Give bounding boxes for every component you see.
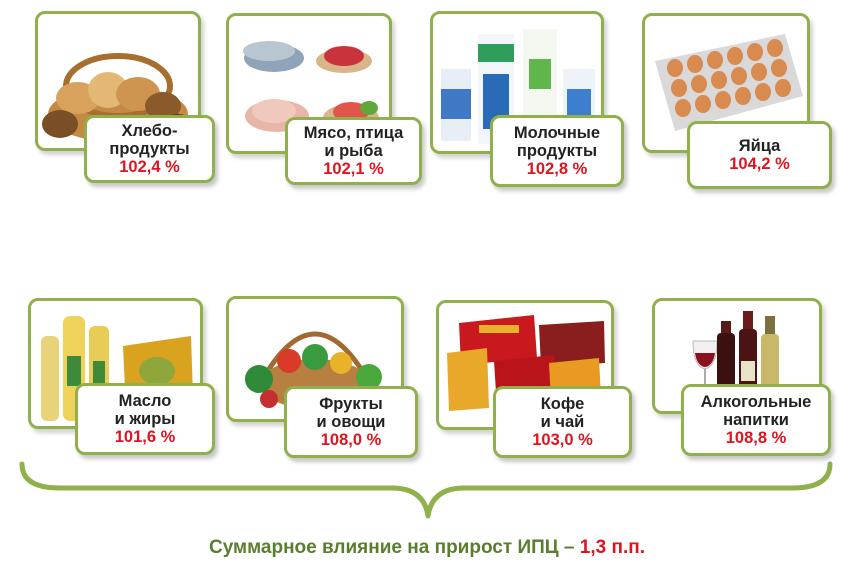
bread-photo bbox=[35, 11, 201, 151]
summary-line: Суммарное влияние на прирост ИПЦ – 1,3 п… bbox=[0, 537, 854, 559]
category-value: 108,0 % bbox=[320, 430, 382, 449]
category-value: 108,8 % bbox=[725, 428, 787, 447]
category-name: Фрукты и овощи bbox=[316, 394, 386, 431]
category-value: 101,6 % bbox=[114, 427, 176, 446]
category-label: Молочные продукты 102,8 % bbox=[490, 115, 624, 187]
summary-value: 1,3 п.п. bbox=[579, 537, 645, 558]
category-label: Масло и жиры 101,6 % bbox=[75, 383, 215, 455]
category-label: Алкогольные напитки 108,8 % bbox=[681, 384, 831, 456]
category-label: Фрукты и овощи 108,0 % bbox=[284, 386, 418, 458]
category-value: 102,8 % bbox=[526, 159, 588, 178]
category-name: Алкогольные напитки bbox=[700, 392, 812, 429]
category-name: Масло и жиры bbox=[114, 391, 176, 428]
summary-text: Суммарное влияние на прирост ИПЦ – bbox=[209, 537, 580, 558]
eggs-icon bbox=[655, 34, 803, 131]
category-value: 103,0 % bbox=[532, 430, 593, 449]
category-label: Кофе и чай 103,0 % bbox=[493, 386, 632, 458]
category-name: Мясо, птица и рыба bbox=[303, 123, 404, 160]
category-label: Яйца 104,2 % bbox=[687, 121, 832, 189]
category-value: 102,4 % bbox=[119, 157, 180, 176]
dairy-icon bbox=[441, 29, 595, 144]
category-label: Мясо, птица и рыба 102,1 % bbox=[285, 117, 422, 185]
category-value: 104,2 % bbox=[729, 154, 790, 173]
category-value: 102,1 % bbox=[323, 159, 384, 178]
category-name: Хлебо- продукты bbox=[109, 121, 190, 158]
bread-basket-icon bbox=[42, 53, 194, 142]
category-name: Кофе и чай bbox=[540, 394, 585, 431]
category-name: Яйца bbox=[738, 136, 781, 155]
grouping-brace bbox=[19, 461, 833, 519]
category-label: Хлебо- продукты 102,4 % bbox=[84, 115, 215, 183]
category-name: Молочные продукты bbox=[513, 123, 601, 160]
